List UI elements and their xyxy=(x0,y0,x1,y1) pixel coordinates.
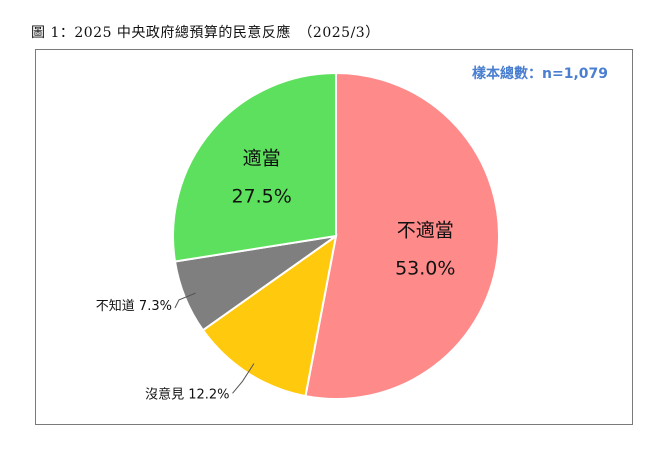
pie-slice-4 xyxy=(172,71,337,263)
leader-lines xyxy=(174,292,255,394)
slice-name-4: 適當 xyxy=(243,147,281,169)
slice-value-1: 53.0% xyxy=(395,257,455,279)
sample-size-label: 樣本總數：n=1,079 xyxy=(472,65,608,82)
slice-label-2: 沒意見 12.2% xyxy=(145,386,229,402)
pie-slice-1 xyxy=(304,71,500,400)
figure-caption: 圖 1：2025 中央政府總預算的民意反應 （2025/3） xyxy=(31,25,380,41)
leader-line-3 xyxy=(174,292,196,309)
pie-slices xyxy=(172,71,500,400)
leader-line-2 xyxy=(232,363,255,394)
slice-labels: 不適當 53.0% 適當 27.5% 沒意見 12.2% 不知道 7.3% xyxy=(96,147,456,402)
slice-name-1: 不適當 xyxy=(397,219,454,241)
slice-value-4: 27.5% xyxy=(231,185,291,207)
slice-label-3: 不知道 7.3% xyxy=(96,298,172,314)
